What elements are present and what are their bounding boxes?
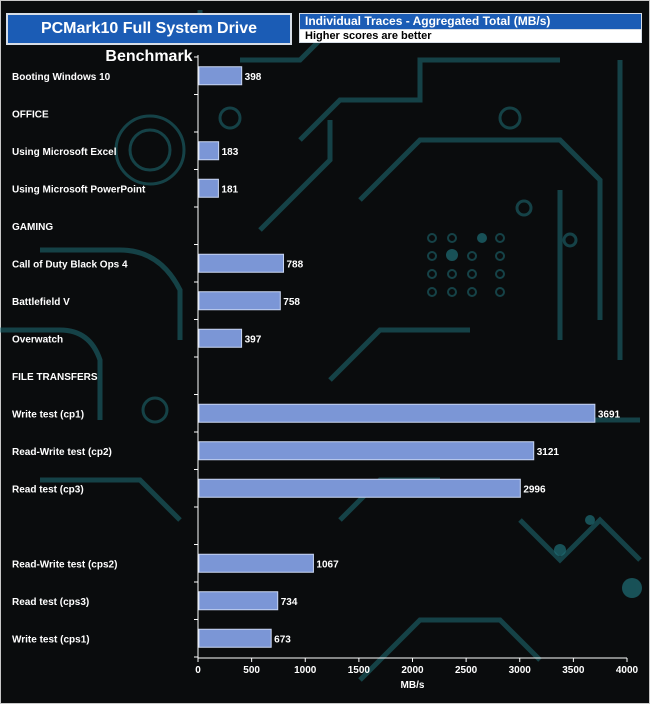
x-tick-label: 4000 — [616, 665, 639, 676]
data-label: 758 — [283, 297, 300, 308]
category-label: Write test (cps1) — [12, 634, 90, 645]
category-label: Read test (cp3) — [12, 484, 84, 495]
data-label: 788 — [287, 259, 304, 270]
x-tick-label: 2000 — [401, 665, 424, 676]
bar — [198, 553, 314, 573]
chart-note: Higher scores are better — [299, 29, 642, 43]
category-label: Using Microsoft Excel — [12, 147, 117, 158]
category-label: Write test (cp1) — [12, 409, 84, 420]
x-tick-label: 3500 — [562, 665, 585, 676]
category-label: Read-Write test (cps2) — [12, 559, 117, 570]
bar — [198, 178, 219, 198]
bar — [198, 141, 220, 161]
x-tick-label: 1000 — [294, 665, 317, 676]
category-label: Booting Windows 10 — [12, 72, 111, 83]
bar — [198, 628, 272, 648]
category-label: Battlefield V — [12, 297, 70, 308]
data-label: 181 — [221, 184, 238, 195]
data-label: 183 — [222, 147, 239, 158]
data-label: 398 — [245, 72, 262, 83]
category-label: FILE TRANSFERS — [12, 372, 98, 383]
category-label: Overwatch — [12, 334, 63, 345]
x-tick-label: 3000 — [509, 665, 532, 676]
data-label: 2996 — [523, 484, 546, 495]
category-label: Read-Write test (cp2) — [12, 447, 112, 458]
category-label: Call of Duty Black Ops 4 — [12, 259, 128, 270]
x-axis-title: MB/s — [401, 680, 425, 691]
bar — [198, 328, 243, 348]
bar — [198, 478, 521, 498]
x-tick-label: 1500 — [348, 665, 371, 676]
data-label: 397 — [245, 334, 262, 345]
category-label: OFFICE — [12, 109, 49, 120]
x-tick-label: 500 — [243, 665, 260, 676]
x-tick-label: 2500 — [455, 665, 478, 676]
bar — [198, 66, 243, 86]
bar — [198, 291, 281, 311]
bar — [198, 253, 285, 273]
x-tick-label: 0 — [195, 665, 201, 676]
category-label: GAMING — [12, 222, 53, 233]
data-label: 3691 — [598, 409, 621, 420]
data-label: 1067 — [316, 559, 339, 570]
chart-title: PCMark10 Full System Drive Benchmark — [6, 13, 292, 65]
bar — [198, 441, 535, 461]
category-label: Using Microsoft PowerPoint — [12, 184, 146, 195]
data-label: 734 — [281, 597, 298, 608]
data-label: 3121 — [537, 447, 560, 458]
data-label: 673 — [274, 634, 291, 645]
bar — [198, 591, 279, 611]
bar — [198, 403, 596, 423]
category-label: Read test (cps3) — [12, 597, 89, 608]
